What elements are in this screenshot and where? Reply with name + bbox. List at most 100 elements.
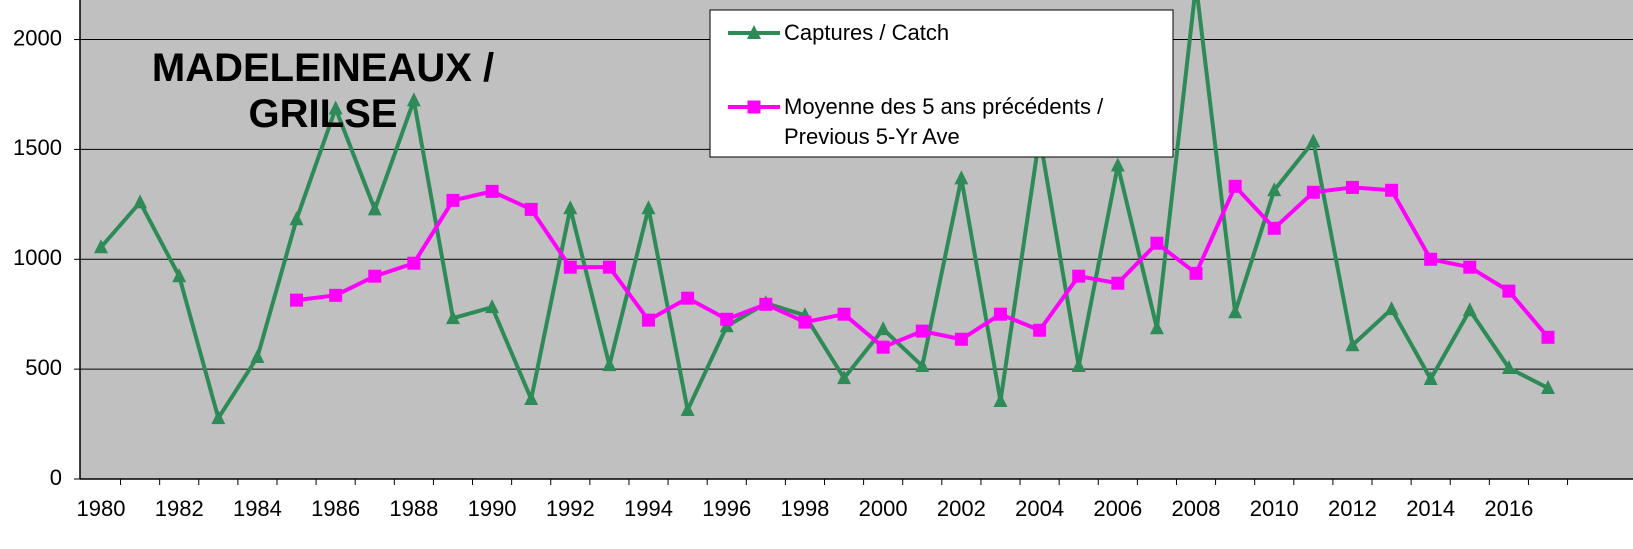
marker [602,357,617,372]
marker [837,370,852,385]
marker [1385,183,1399,197]
marker [876,321,891,336]
marker [407,256,421,270]
marker [680,402,695,417]
marker [1424,252,1438,266]
marker [445,310,460,325]
marker [747,25,761,39]
marker [642,313,656,327]
marker [837,307,851,321]
marker [1189,266,1203,280]
marker [993,307,1007,321]
x-tick-label: 2008 [1172,496,1221,521]
x-tick-label: 1990 [468,496,517,521]
y-tick-label: 500 [25,355,62,380]
marker [954,332,968,346]
marker [446,193,460,207]
marker [1541,330,1555,344]
marker [1502,284,1516,298]
marker [211,410,226,425]
marker [747,100,761,114]
marker [1072,269,1086,283]
marker [172,268,187,283]
x-tick-label: 1996 [702,496,751,521]
marker [1306,185,1320,199]
marker [133,194,148,209]
x-tick-label: 1998 [780,496,829,521]
x-tick-label: 2010 [1250,496,1299,521]
marker [485,299,500,314]
marker [250,349,265,364]
marker [368,269,382,283]
marker [1150,236,1164,250]
marker [1345,180,1359,194]
marker [328,100,343,115]
x-tick-label: 2004 [1015,496,1064,521]
x-tick-label: 2012 [1328,496,1377,521]
marker [681,291,695,305]
marker [289,211,304,226]
x-tick-label: 1984 [233,496,282,521]
legend-label: Moyenne des 5 ans précédents / Previous … [784,94,1104,149]
marker [720,312,734,326]
marker [954,170,969,185]
x-tick-label: 2016 [1484,496,1533,521]
x-tick-label: 2000 [859,496,908,521]
y-tick-label: 1500 [13,135,62,160]
marker [1423,371,1438,386]
marker [94,239,108,254]
y-tick-label: 0 [50,465,62,490]
marker [1228,179,1242,193]
x-tick-label: 1994 [624,496,673,521]
marker [915,358,930,373]
marker [1149,320,1164,335]
legend-text-box: Captures / Catch [784,20,950,45]
marker [1541,380,1555,395]
marker [1228,304,1243,319]
marker [1071,358,1086,373]
marker [915,324,929,338]
title-box: MADELEINEAUX / GRILSE [151,46,495,136]
marker [406,92,421,107]
marker [1033,323,1047,337]
marker [1111,276,1125,290]
marker [1463,260,1477,274]
marker [485,184,499,198]
marker [602,260,616,274]
marker [1384,301,1399,316]
marker [641,200,656,215]
marker [563,260,577,274]
x-tick-label: 1982 [155,496,204,521]
marker [1501,360,1516,375]
marker [563,200,578,215]
y-tick-label: 2000 [13,25,62,50]
x-tick-label: 2006 [1093,496,1142,521]
x-tick-label: 2014 [1406,496,1455,521]
marker [1267,182,1282,197]
marker [1345,337,1360,352]
legend-box [709,9,1174,158]
marker [798,315,812,329]
marker [1267,221,1281,235]
marker [1110,157,1125,172]
marker [524,391,539,406]
marker [876,340,890,354]
marker [993,392,1008,407]
legend-text-box: Moyenne des 5 ans précédents / Previous … [784,94,1104,149]
x-tick-label: 2002 [937,496,986,521]
legend: Captures / Catch Moyenne des 5 ans précéd… [709,9,1174,158]
x-tick-label: 1980 [77,496,126,521]
marker [1306,133,1321,148]
marker [759,297,773,311]
marker [367,201,382,216]
marker [1462,302,1477,317]
x-tick-label: 1992 [546,496,595,521]
x-tick-label: 1986 [311,496,360,521]
marker [290,293,304,307]
legend-label: Captures / Catch [784,20,950,45]
y-tick-label: 1000 [13,245,62,270]
marker [524,202,538,216]
marker [329,288,343,302]
chart-title: MADELEINEAUX / GRILSE [151,46,495,136]
